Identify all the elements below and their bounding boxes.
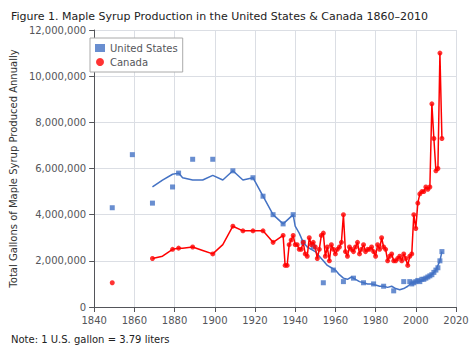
svg-text:Figure 1. Maple Syrup Producti: Figure 1. Maple Syrup Production in the … — [11, 10, 428, 23]
svg-text:1920: 1920 — [242, 315, 267, 326]
svg-text:2000: 2000 — [403, 315, 428, 326]
svg-text:4,000,000: 4,000,000 — [35, 209, 86, 220]
svg-text:1940: 1940 — [282, 315, 307, 326]
svg-text:Canada: Canada — [110, 57, 148, 68]
svg-text:0: 0 — [80, 302, 86, 313]
svg-text:2,000,000: 2,000,000 — [35, 255, 86, 266]
svg-text:6,000,000: 6,000,000 — [35, 163, 86, 174]
svg-text:1840: 1840 — [81, 315, 106, 326]
svg-text:8,000,000: 8,000,000 — [35, 117, 86, 128]
svg-text:Total Gallons of Maple Syrup P: Total Gallons of Maple Syrup Produced An… — [8, 49, 19, 288]
svg-text:12,000,000: 12,000,000 — [29, 25, 86, 36]
svg-text:1900: 1900 — [202, 315, 227, 326]
svg-text:Note: 1 U.S. gallon = 3.79 lit: Note: 1 U.S. gallon = 3.79 liters — [11, 334, 170, 345]
svg-text:1860: 1860 — [122, 315, 147, 326]
svg-text:1980: 1980 — [363, 315, 388, 326]
svg-text:United States: United States — [110, 43, 178, 54]
svg-text:1960: 1960 — [323, 315, 348, 326]
svg-text:2020: 2020 — [443, 315, 468, 326]
svg-text:10,000,000: 10,000,000 — [29, 71, 86, 82]
svg-text:1880: 1880 — [162, 315, 187, 326]
